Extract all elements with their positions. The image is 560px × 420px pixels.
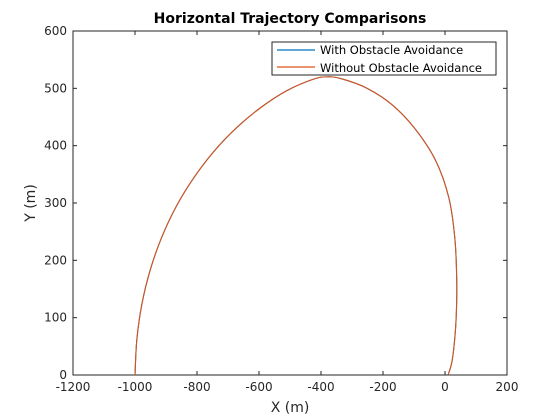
y-axis-ticks: 0 100 200 300 400 500 600 (44, 24, 507, 382)
legend-box (271, 41, 497, 76)
y-tick-label: 300 (44, 196, 67, 210)
x-tick-label: -600 (245, 380, 272, 394)
series-lines (134, 76, 458, 376)
y-tick-label: 500 (44, 81, 67, 95)
legend-label-with-avoidance: With Obstacle Avoidance (320, 43, 463, 57)
x-tick-label: -400 (307, 380, 334, 394)
y-tick-label: 200 (44, 253, 67, 267)
x-tick-label: -1000 (118, 380, 153, 394)
plot-area (72, 30, 508, 376)
y-tick-label: 100 (44, 311, 67, 325)
x-axis-label: X (m) (271, 400, 310, 416)
y-tick-label: 600 (44, 24, 67, 38)
legend-label-without-avoidance: Without Obstacle Avoidance (320, 61, 482, 75)
x-tick-label: -200 (369, 380, 396, 394)
x-tick-label: -1200 (56, 380, 91, 394)
legend: With Obstacle Avoidance Without Obstacle… (271, 41, 497, 76)
y-tick-label: 0 (59, 368, 67, 382)
x-tick-label: 0 (441, 380, 449, 394)
x-axis-ticks: -1200 -1000 -800 -600 -400 -200 0 200 (56, 31, 519, 394)
x-tick-label: -800 (183, 380, 210, 394)
x-tick-label: 200 (496, 380, 519, 394)
series-line-without-avoidance (134, 76, 458, 376)
y-tick-label: 400 (44, 139, 67, 153)
chart-title: Horizontal Trajectory Comparisons (154, 11, 427, 27)
y-axis-label: Y (m) (23, 184, 39, 223)
